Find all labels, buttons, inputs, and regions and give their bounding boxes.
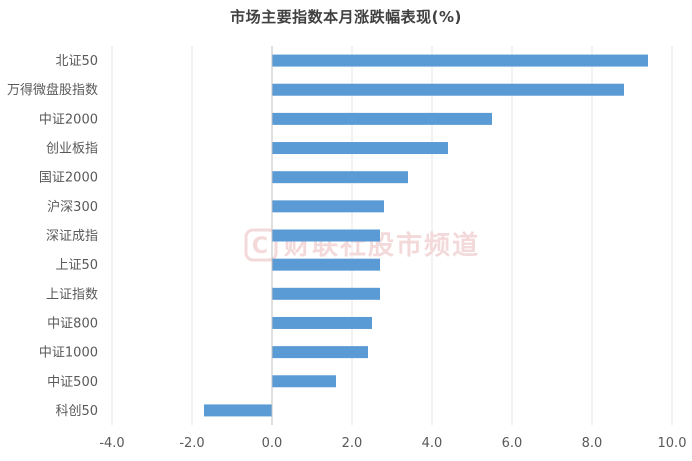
x-tick-label: 4.0 [422, 436, 443, 451]
bar [272, 171, 408, 184]
x-tick-labels: -4.0 -2.0 0.0 2.0 4.0 6.0 8.0 10.0 [99, 436, 686, 451]
bar [272, 258, 380, 271]
x-tick-label: 0.0 [262, 436, 283, 451]
x-tick-label: 6.0 [502, 436, 523, 451]
category-label: 北证50 [55, 54, 98, 69]
x-tick-label: 10.0 [658, 436, 687, 451]
bar [272, 54, 648, 67]
category-label: 中证1000 [39, 346, 98, 361]
category-label: 中证2000 [39, 112, 98, 127]
bar [204, 404, 272, 417]
bar [272, 287, 380, 300]
bar [272, 200, 384, 213]
category-label: 中证800 [47, 316, 98, 331]
bar [272, 112, 492, 125]
watermark-logo-letter: C [252, 234, 270, 259]
bars [204, 54, 648, 417]
chart-title: 市场主要指数本月涨跌幅表现(%) [230, 8, 462, 26]
category-label: 中证500 [47, 375, 98, 390]
bar [272, 83, 624, 96]
bar [272, 142, 448, 155]
category-label: 深证成指 [46, 229, 98, 244]
category-label: 上证指数 [46, 287, 98, 302]
x-tick-label: 2.0 [342, 436, 363, 451]
x-tick-label: -2.0 [179, 436, 204, 451]
x-tick-label: -4.0 [99, 436, 124, 451]
category-label: 科创50 [55, 404, 98, 419]
x-tick-label: 8.0 [582, 436, 603, 451]
category-label: 上证50 [55, 258, 98, 273]
bar [272, 229, 380, 242]
category-label: 国证2000 [39, 171, 98, 186]
category-label: 万得微盘股指数 [7, 82, 98, 98]
bar [272, 375, 336, 388]
watermark-logo [244, 228, 278, 262]
category-label: 沪深300 [47, 199, 98, 215]
category-label: 创业板指 [46, 142, 98, 157]
bar [272, 346, 368, 359]
bar [272, 316, 372, 329]
